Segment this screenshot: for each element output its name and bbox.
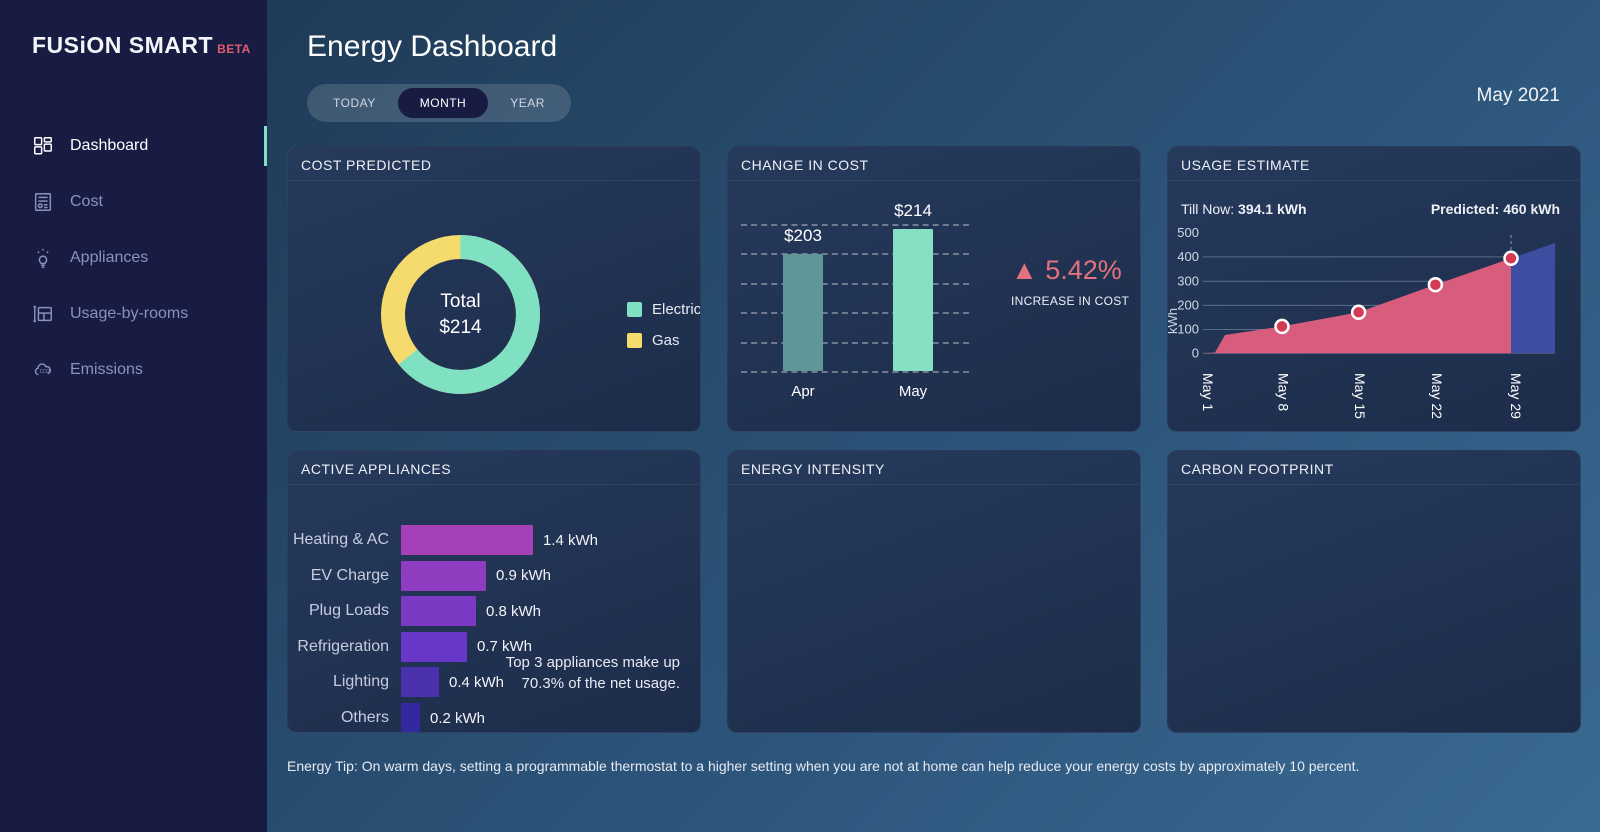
svg-text:May 15: May 15 — [1352, 373, 1368, 419]
svg-text:May 22: May 22 — [1429, 373, 1445, 419]
svg-text:500: 500 — [1177, 225, 1199, 240]
svg-text:kWh: kWh — [1167, 308, 1180, 334]
svg-text:300: 300 — [1177, 273, 1199, 288]
svg-text:200: 200 — [1177, 297, 1199, 312]
svg-text:May 8: May 8 — [1276, 373, 1292, 411]
svg-text:400: 400 — [1177, 249, 1199, 264]
svg-text:May 29: May 29 — [1508, 373, 1524, 419]
svg-text:May 1: May 1 — [1200, 373, 1216, 411]
svg-text:0: 0 — [1192, 346, 1199, 361]
svg-text:CO2: CO2 — [40, 369, 51, 375]
svg-text:100: 100 — [1177, 322, 1199, 337]
